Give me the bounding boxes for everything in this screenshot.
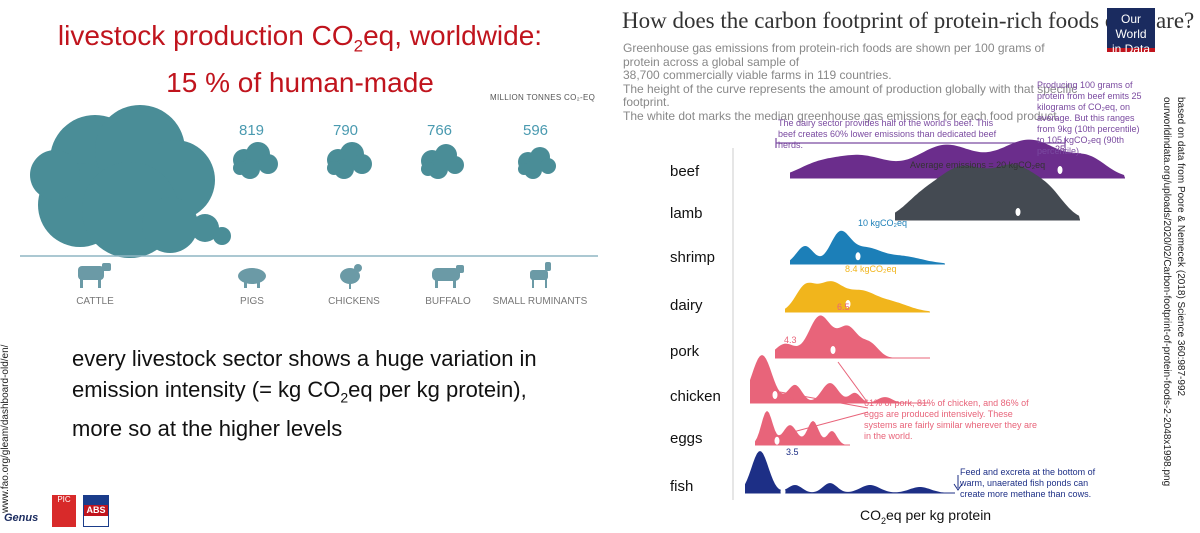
- x-axis-label: CO2eq per kg protein: [860, 507, 992, 526]
- small-ruminants-cloud-icon: [518, 147, 556, 179]
- intensive-production-annotation: 61% of pork, 81% of chicken, and 86% of …: [864, 398, 1038, 441]
- svg-text:www.fao.org/gleam/dashboard-ol: www.fao.org/gleam/dashboard-old/en/: [0, 344, 11, 514]
- small-ruminants-value: 596: [523, 122, 549, 139]
- eggs-median-dot: [774, 436, 780, 445]
- small-ruminants-label: SMALL RUMINANTS: [492, 296, 588, 307]
- lamb-median-dot: [1015, 208, 1021, 216]
- beef-density-area: [790, 139, 1125, 178]
- chicken-median-label: 4.3: [784, 335, 797, 345]
- pork-median-label: 6.5: [837, 302, 850, 312]
- goat-icon: [530, 262, 551, 288]
- svg-text:ourworldindata.org/uploads/202: ourworldindata.org/uploads/2020/02/Carbo…: [1161, 97, 1172, 486]
- lamb-category-label: lamb: [670, 205, 703, 222]
- chicken-icon: [340, 264, 362, 289]
- buffalo-cloud-icon: [421, 144, 464, 179]
- pork-category-label: pork: [670, 343, 700, 360]
- beef-range-annotation: Producing 100 grams of protein from beef…: [1037, 80, 1142, 156]
- livestock-emissions-graphic: [20, 105, 598, 289]
- fish-ponds-annotation: Feed and excreta at the bottom of warm, …: [960, 467, 1096, 499]
- dairy-category-label: dairy: [670, 297, 703, 314]
- pigs-label: PIGS: [240, 296, 264, 307]
- pig-icon: [238, 268, 266, 288]
- svg-text:based on data from Poore & Nem: based on data from Poore & Nemecek (2018…: [1175, 97, 1186, 397]
- eggs-median-label: 3.8: [782, 395, 795, 405]
- beef-category-label: beef: [670, 163, 700, 180]
- right-source-text: ourworldindata.org/uploads/2020/02/Carbo…: [1161, 97, 1186, 486]
- fish-category-label: fish: [670, 478, 693, 495]
- pic-logo: PIC: [52, 495, 76, 527]
- abs-logo: ABS: [83, 495, 109, 527]
- chart-subtitle: Greenhouse gas emissions from protein-ri…: [623, 41, 1078, 123]
- buffalo-value: 766: [427, 122, 453, 139]
- shrimp-density-area: [790, 230, 945, 264]
- chicken-density-area: [750, 355, 930, 403]
- buffalo-label: BUFFALO: [425, 296, 471, 307]
- cattle-label: CATTLE: [76, 296, 114, 307]
- intensive-pointer-lines: [777, 361, 869, 437]
- cattle-cloud-icon: [30, 105, 231, 258]
- ridgeline-chart: 25 beef Average emissions = 20 kgCO₂eq lamb…: [670, 138, 1125, 500]
- beef-median-dot: [1057, 166, 1063, 174]
- beef-range-bracket: [775, 138, 1066, 148]
- eggs-category-label: eggs: [670, 430, 703, 447]
- pigs-value: 819: [239, 122, 265, 139]
- owid-logo: Our World in Data: [1107, 8, 1155, 56]
- fish-median-label: 3.5: [786, 447, 799, 457]
- dairy-median-dot: [845, 300, 851, 308]
- lamb-median-label: Average emissions = 20 kgCO₂eq: [910, 160, 1045, 170]
- chicken-median-dot: [772, 391, 778, 399]
- chickens-value: 790: [333, 122, 359, 139]
- dairy-density-area: [785, 281, 930, 312]
- buffalo-icon: [432, 265, 464, 288]
- chart-title: How does the carbon footprint of protein…: [622, 8, 1195, 33]
- cattle-icon: [78, 263, 111, 288]
- shrimp-category-label: shrimp: [670, 249, 715, 266]
- dairy-median-label: 8.4 kgCO₂eq: [845, 264, 897, 274]
- fish-median-dot: [780, 487, 786, 496]
- body-text: every livestock sector shows a huge vari…: [72, 346, 537, 442]
- beef-median-label: 25: [1055, 144, 1065, 154]
- shrimp-median-label: 10 kgCO₂eq: [858, 218, 907, 228]
- lamb-density-area: [895, 164, 1080, 220]
- left-source-text: www.fao.org/gleam/dashboard-old/en/: [0, 344, 11, 514]
- eggs-density-area: [755, 410, 850, 445]
- chickens-cloud-icon: [327, 142, 372, 179]
- fish-pond-arrow: [953, 475, 963, 491]
- shrimp-median-dot: [855, 252, 861, 261]
- genus-logo: Genus: [4, 493, 44, 527]
- chickens-label: CHICKENS: [328, 296, 380, 307]
- pigs-cloud-icon: [233, 142, 278, 179]
- left-title: livestock production CO2eq, worldwide: 1…: [57, 20, 543, 98]
- chicken-category-label: chicken: [670, 388, 721, 405]
- unit-label: MILLION TONNES CO₂-EQ: [490, 93, 596, 102]
- dairy-beef-annotation: The dairy sector provides half of the wo…: [778, 118, 997, 150]
- pork-density-area: [775, 315, 930, 358]
- fish-density-area: [745, 451, 955, 493]
- pork-median-dot: [830, 346, 836, 354]
